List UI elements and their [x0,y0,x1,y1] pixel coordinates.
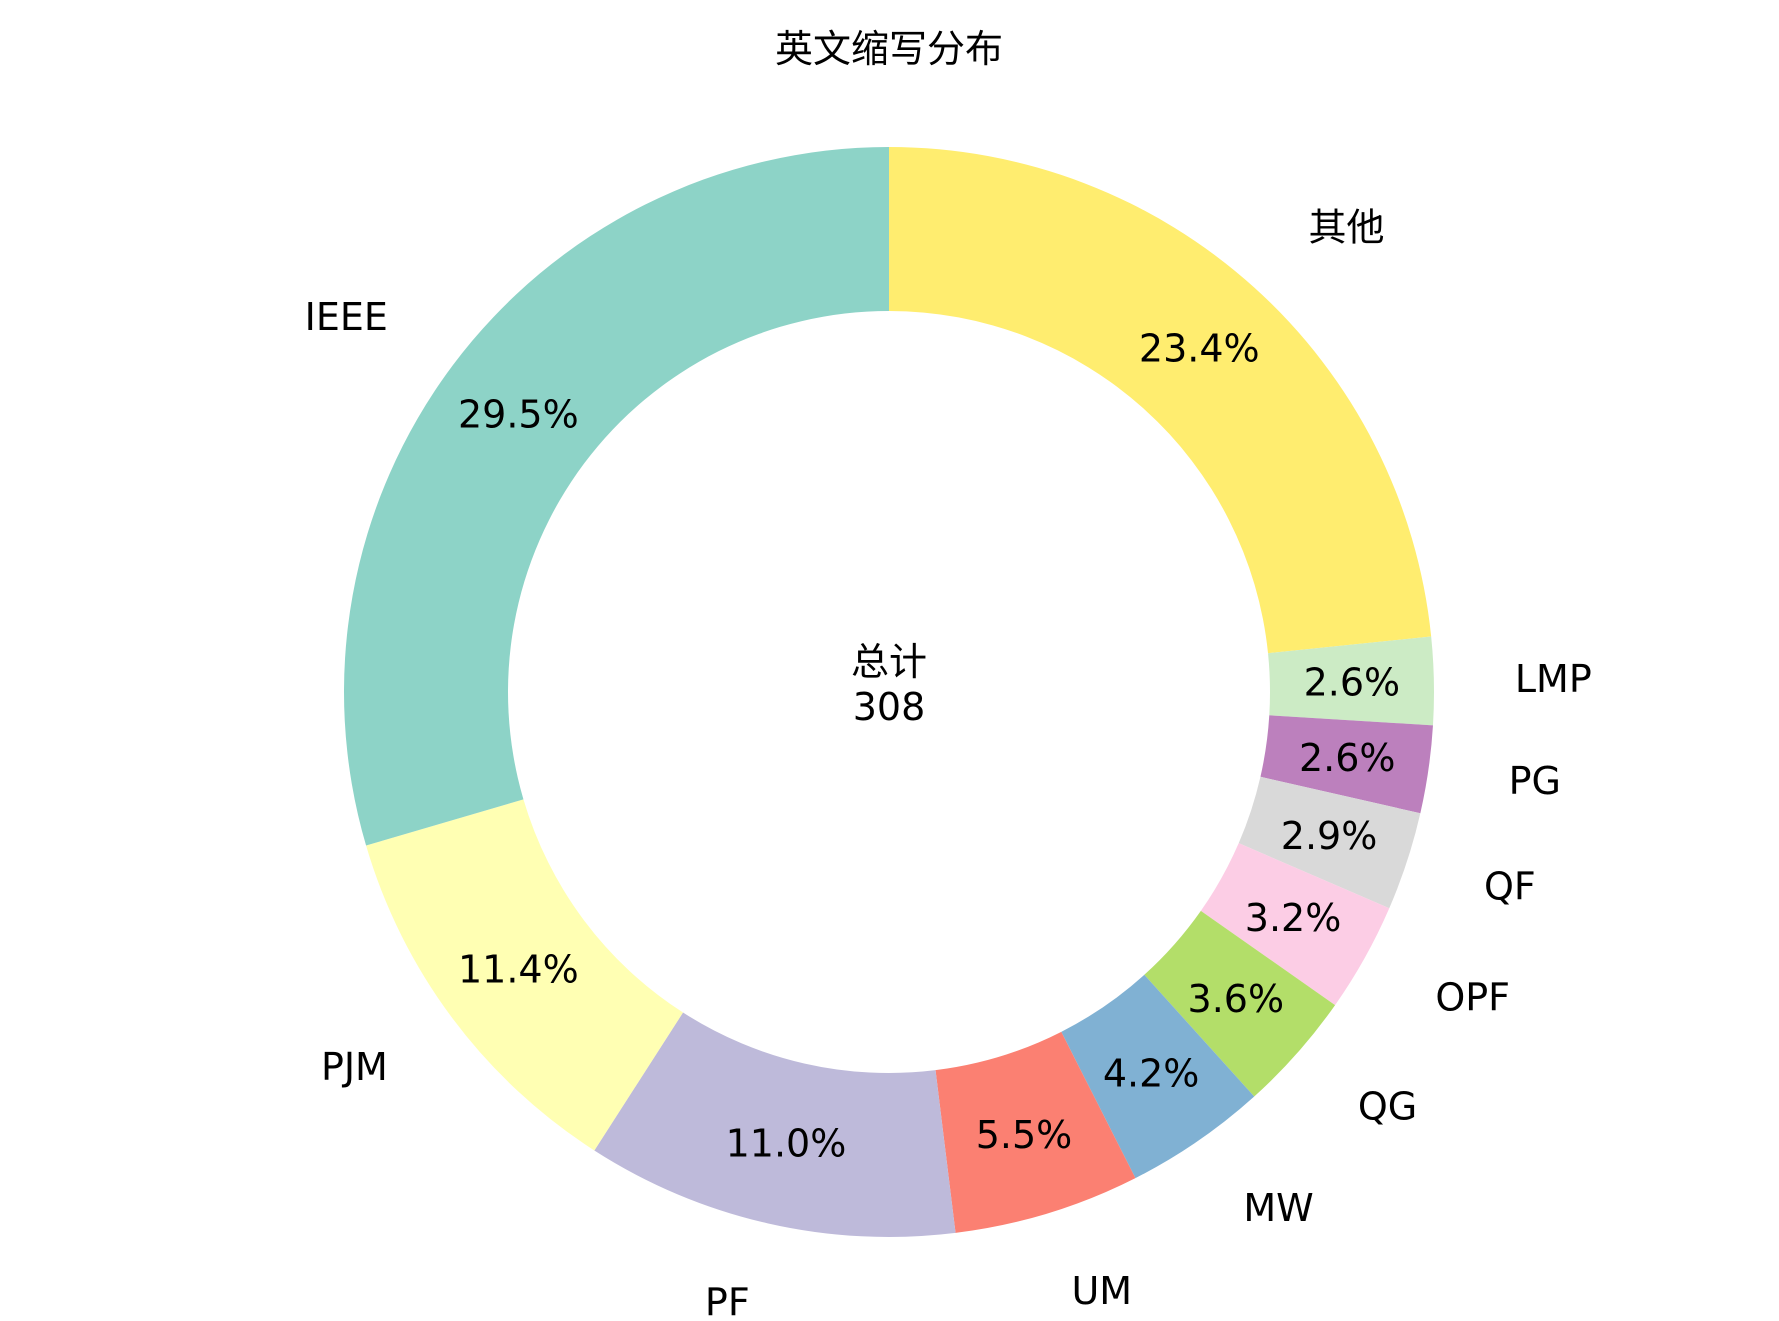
slice-label-OPF: OPF [1435,976,1510,1020]
slice-label-其他: 其他 [1309,205,1385,249]
pct-label-PJM: 11.4% [458,947,579,991]
slice-label-PF: PF [705,1280,750,1321]
slice-label-PG: PG [1509,759,1561,803]
slice-label-LMP: LMP [1515,657,1592,701]
labels-group: 23.4% 其他 2.6% LMP 2.6% PG 2.9% QF 3.2% OPF 3.6% QG 4… [305,205,1592,1321]
pct-label-QF: 2.9% [1281,814,1378,858]
pct-label-OPF: 3.2% [1245,896,1342,940]
slice-IEEE [344,147,889,846]
pct-label-IEEE: 29.5% [458,393,579,437]
slice-label-QG: QG [1358,1085,1417,1129]
slice-label-MW: MW [1243,1186,1313,1230]
pct-label-LMP: 2.6% [1304,661,1401,705]
pct-label-MW: 4.2% [1103,1052,1200,1096]
center-label: 总计 [851,640,927,684]
slice-PJM [366,799,684,1151]
slice-label-UM: UM [1071,1269,1132,1313]
slice-MW [1061,974,1255,1179]
slice-label-PJM: PJM [321,1045,388,1089]
slice-OPF [1200,843,1390,1006]
slice-PF [594,1012,956,1237]
slice-UM [935,1031,1136,1233]
slices-group [344,147,1434,1237]
slice-QG [1144,910,1336,1097]
chart-title: 英文缩写分布 [775,27,1003,71]
slice-label-IEEE: IEEE [305,295,388,339]
slice-其他 [889,147,1432,654]
slice-LMP [1268,636,1434,726]
pct-label-UM: 5.5% [976,1113,1073,1157]
slice-QF [1238,776,1421,909]
pct-label-PF: 11.0% [726,1121,847,1165]
pct-label-PG: 2.6% [1299,736,1396,780]
center-value: 308 [853,685,926,729]
slice-label-QF: QF [1484,865,1536,909]
pct-label-QG: 3.6% [1188,977,1285,1021]
slice-PG [1260,715,1433,814]
pct-label-其他: 23.4% [1139,326,1260,370]
